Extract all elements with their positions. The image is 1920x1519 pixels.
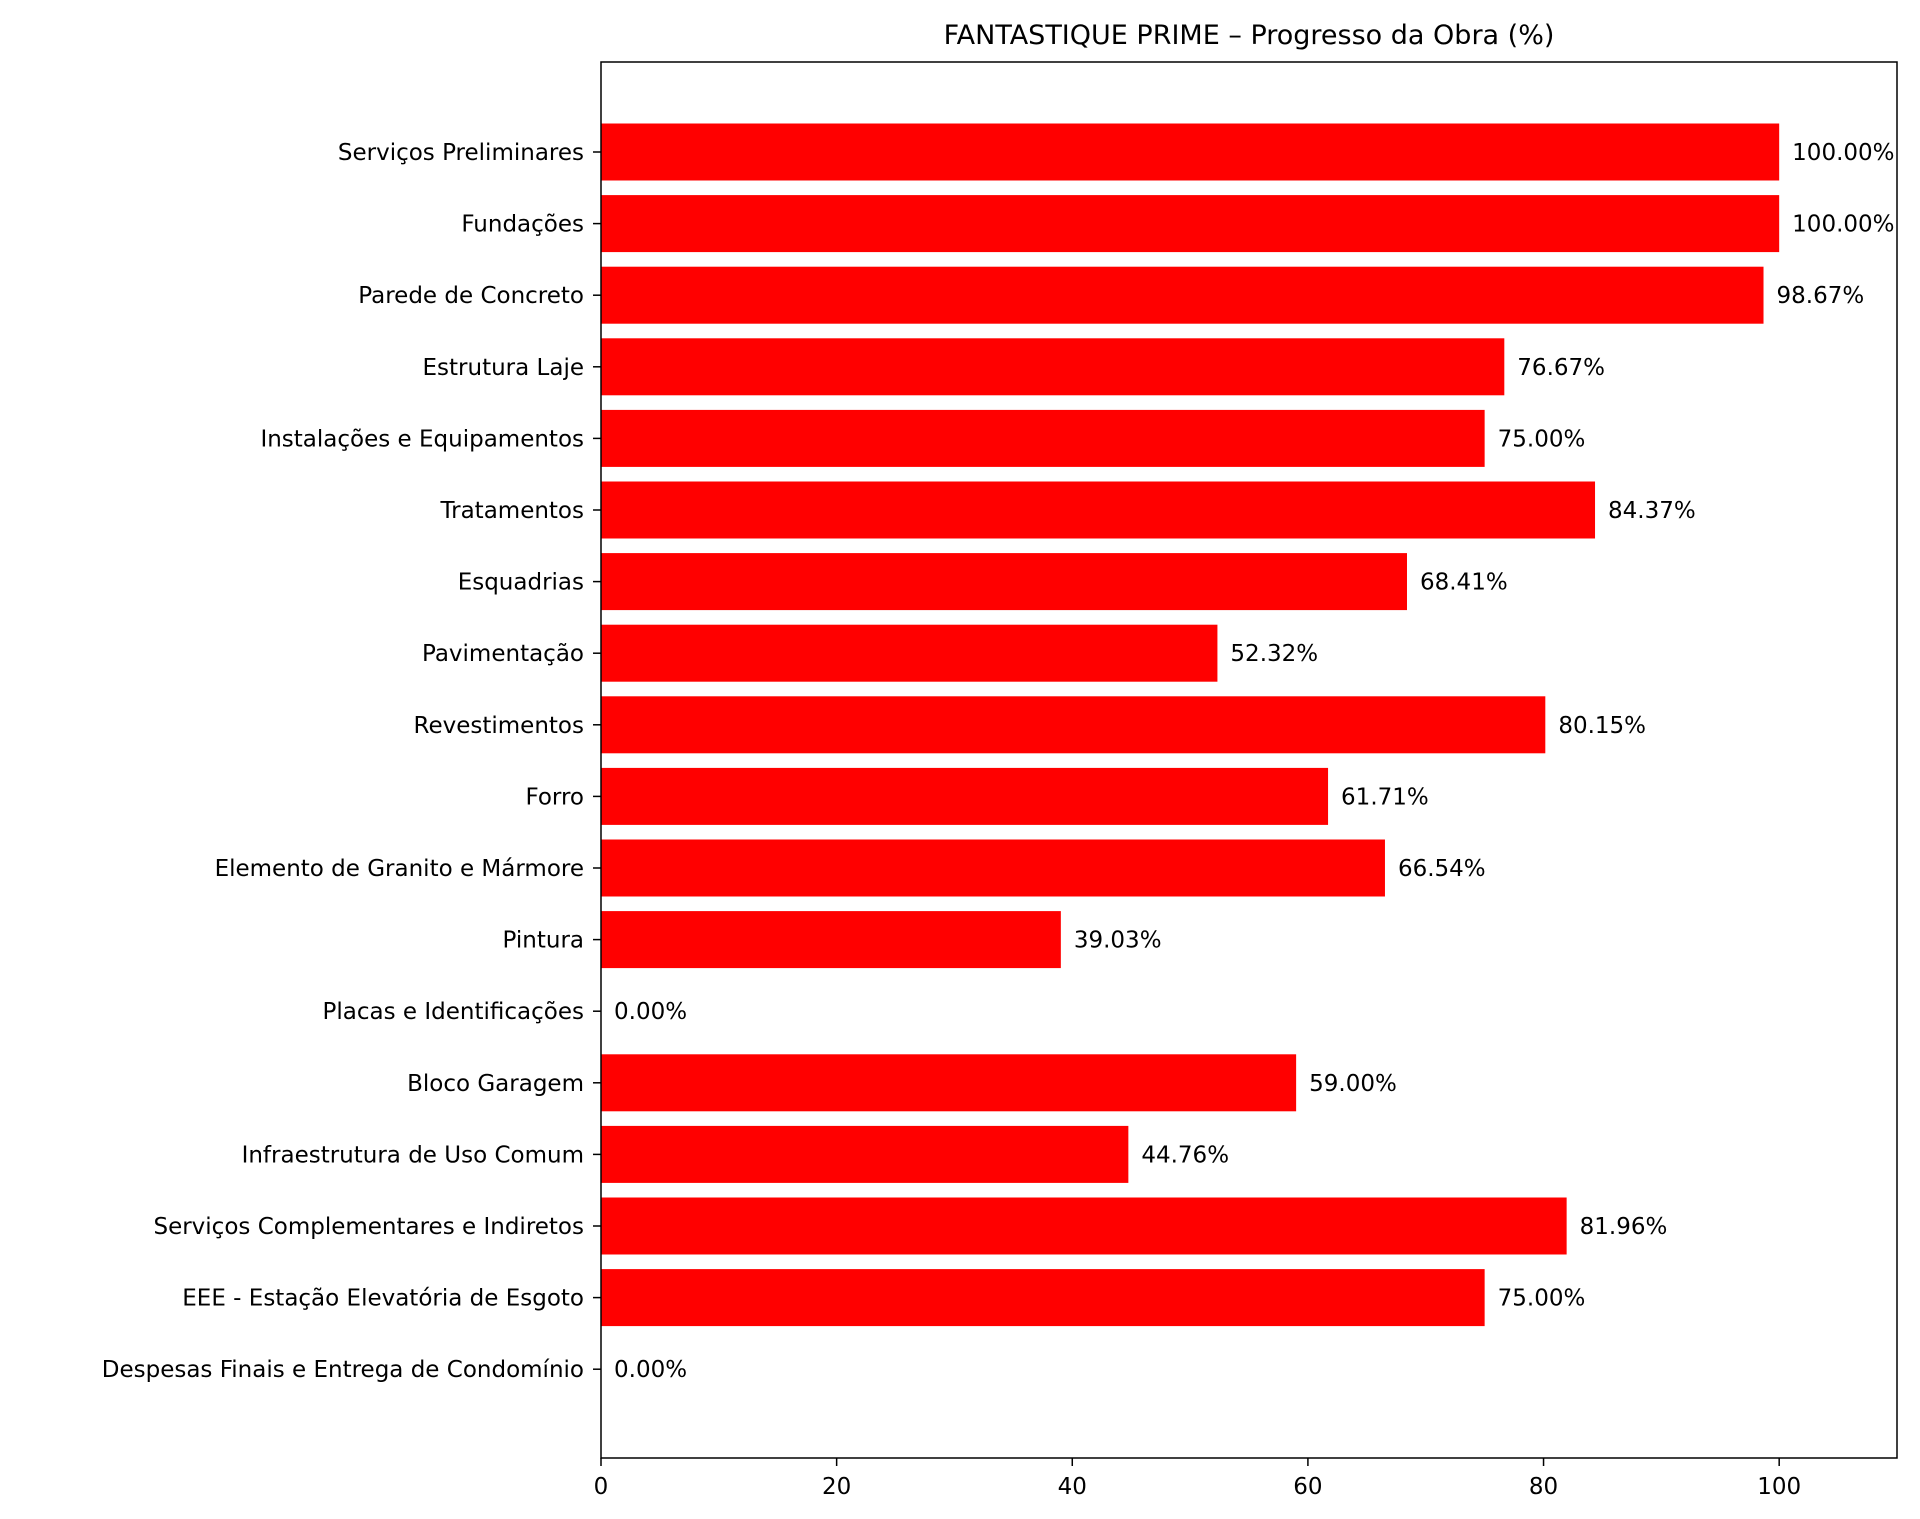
category-label: Elemento de Granito e Mármore <box>215 856 584 882</box>
value-label: 0.00% <box>614 999 687 1025</box>
bar <box>601 839 1385 897</box>
chart-title: FANTASTIQUE PRIME – Progresso da Obra (%… <box>944 20 1555 51</box>
bar <box>601 1269 1485 1327</box>
bar <box>601 195 1780 253</box>
category-label: Esquadrias <box>458 570 584 596</box>
x-tick-label: 60 <box>1293 1474 1322 1500</box>
category-label: EEE - Estação Elevatória de Esgoto <box>182 1286 584 1312</box>
x-tick-label: 100 <box>1757 1474 1801 1500</box>
bar <box>601 1197 1567 1255</box>
category-label: Bloco Garagem <box>407 1071 584 1097</box>
value-label: 75.00% <box>1498 1286 1586 1312</box>
value-label: 61.71% <box>1341 784 1429 810</box>
bar <box>601 123 1780 181</box>
bar <box>601 1054 1297 1112</box>
category-label: Pavimentação <box>422 641 584 667</box>
bar <box>601 338 1505 396</box>
value-labels: 100.00% 100.00% 98.67% 76.67% 75.00% 84.37% 68… <box>614 140 1895 1383</box>
bar <box>601 409 1485 467</box>
category-label: Placas e Identificações <box>323 999 584 1025</box>
category-label: Instalações e Equipamentos <box>260 426 584 452</box>
bar <box>601 767 1329 825</box>
bar <box>601 553 1407 611</box>
value-label: 52.32% <box>1230 641 1318 667</box>
category-label: Estrutura Laje <box>423 355 584 381</box>
value-label: 59.00% <box>1309 1071 1397 1097</box>
category-label: Revestimentos <box>414 713 584 739</box>
x-tick-label: 0 <box>594 1474 609 1500</box>
bar <box>601 266 1764 324</box>
category-label: Serviços Preliminares <box>338 140 584 166</box>
value-label: 100.00% <box>1792 212 1894 238</box>
bar <box>601 1125 1129 1183</box>
x-tick-label: 80 <box>1529 1474 1558 1500</box>
value-label: 44.76% <box>1141 1142 1229 1168</box>
value-label: 100.00% <box>1792 140 1894 166</box>
value-label: 76.67% <box>1517 355 1605 381</box>
value-label: 84.37% <box>1608 498 1696 524</box>
value-label: 66.54% <box>1398 856 1486 882</box>
category-label: Serviços Complementares e Indiretos <box>153 1214 584 1240</box>
value-label: 98.67% <box>1777 283 1865 309</box>
value-label: 39.03% <box>1074 928 1162 954</box>
x-tick-label: 20 <box>822 1474 851 1500</box>
value-label: 81.96% <box>1580 1214 1668 1240</box>
category-labels: Serviços Preliminares Fundações Parede de … <box>102 140 601 1383</box>
x-axis: 0 20 40 60 80 100 <box>594 1458 1801 1500</box>
value-label: 80.15% <box>1558 713 1646 739</box>
category-label: Parede de Concreto <box>358 283 584 309</box>
category-label: Forro <box>525 784 584 810</box>
bar <box>601 911 1061 969</box>
category-label: Fundações <box>461 212 584 238</box>
bar <box>601 624 1218 682</box>
value-label: 68.41% <box>1420 570 1508 596</box>
category-label: Tratamentos <box>439 498 584 524</box>
plot-frame <box>600 61 1898 1459</box>
category-label: Despesas Finais e Entrega de Condomínio <box>102 1357 584 1383</box>
bar <box>601 481 1596 539</box>
bars-layer <box>601 123 1780 1327</box>
value-label: 0.00% <box>614 1357 687 1383</box>
value-label: 75.00% <box>1498 426 1586 452</box>
x-tick-label: 40 <box>1058 1474 1087 1500</box>
bar <box>601 696 1546 754</box>
category-label: Pintura <box>503 928 584 954</box>
category-label: Infraestrutura de Uso Comum <box>242 1142 584 1168</box>
